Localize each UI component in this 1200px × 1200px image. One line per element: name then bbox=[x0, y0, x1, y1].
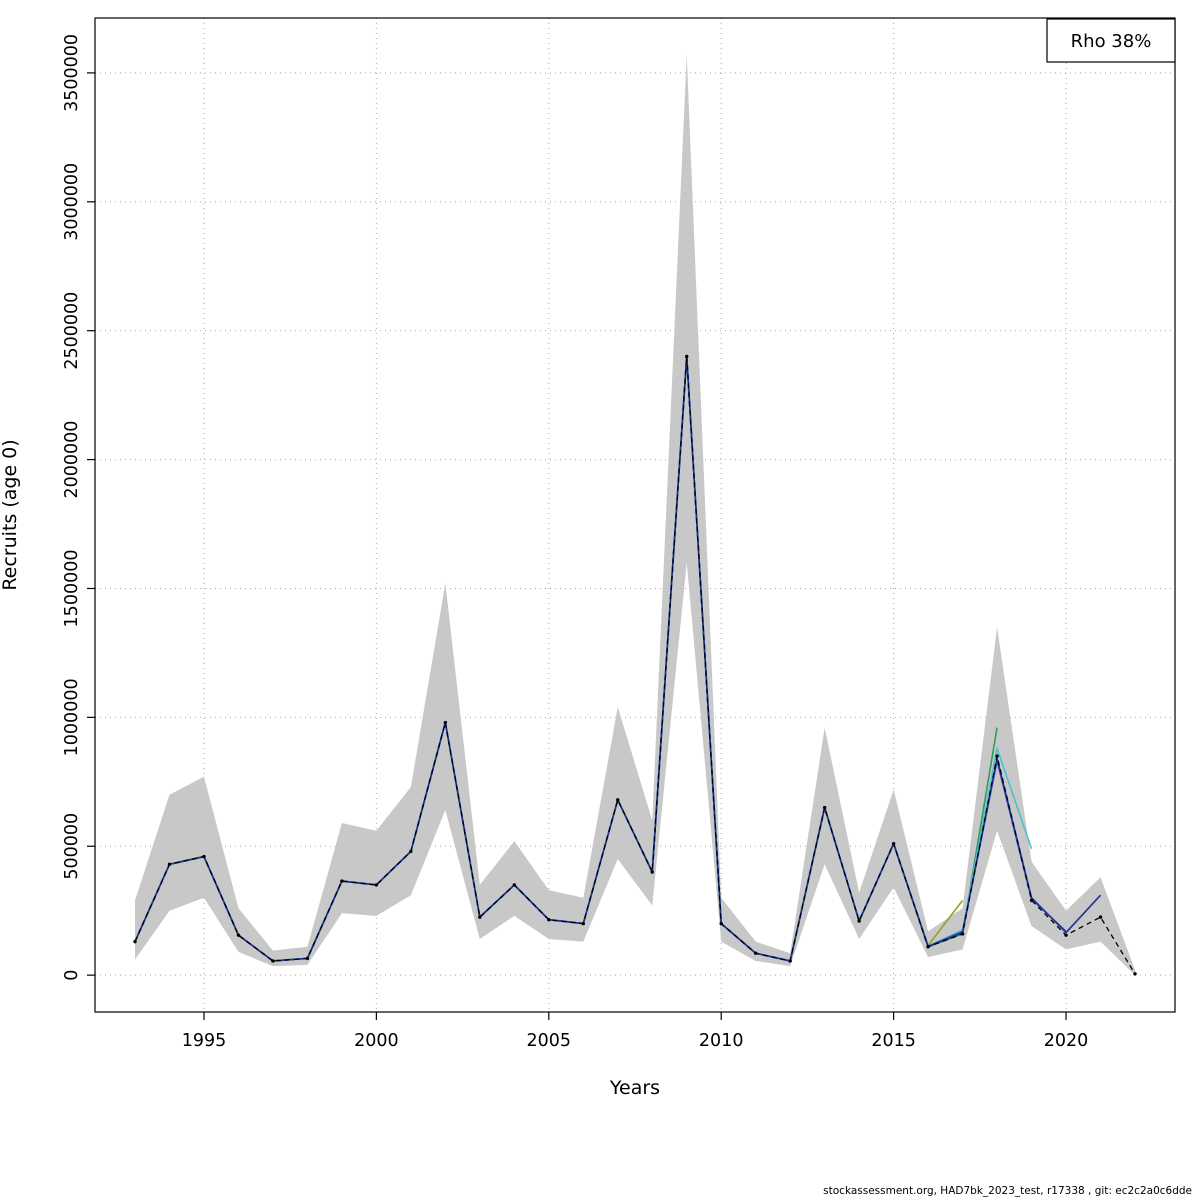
series-point bbox=[340, 879, 344, 883]
y-tick-label: 500000 bbox=[62, 813, 82, 880]
y-tick-label: 2500000 bbox=[62, 292, 82, 370]
series-point bbox=[891, 841, 896, 846]
series-point bbox=[167, 862, 172, 866]
series-point bbox=[719, 921, 723, 926]
y-tick-label: 1500000 bbox=[62, 549, 82, 627]
series-point bbox=[960, 932, 965, 936]
confidence-band bbox=[135, 54, 1135, 976]
series-point bbox=[857, 919, 861, 923]
plot-border bbox=[94, 17, 1176, 1013]
series-point bbox=[822, 805, 827, 810]
series-retro-2021 bbox=[134, 355, 1102, 962]
series-point bbox=[1133, 972, 1137, 976]
series-point bbox=[374, 883, 379, 887]
y-tick-label: 3500000 bbox=[62, 34, 82, 112]
y-tick-label: 2000000 bbox=[62, 421, 82, 499]
y-tick-label: 0 bbox=[62, 970, 82, 981]
series-point bbox=[616, 798, 620, 802]
series-point bbox=[305, 956, 310, 961]
x-tick-label: 2020 bbox=[1044, 1031, 1089, 1051]
series-point bbox=[1029, 898, 1034, 903]
series-point bbox=[685, 354, 689, 359]
series-point bbox=[409, 849, 413, 854]
y-tick-label: 1000000 bbox=[62, 678, 82, 756]
series-point bbox=[512, 883, 517, 887]
series-point bbox=[271, 959, 275, 963]
series-point bbox=[926, 945, 930, 949]
series-base-run bbox=[134, 355, 1136, 975]
series-point bbox=[202, 854, 206, 859]
series-point bbox=[995, 754, 999, 758]
footer-note: stockassessment.org, HAD7bk_2023_test, r… bbox=[823, 1185, 1192, 1197]
x-tick-label: 1995 bbox=[182, 1031, 227, 1051]
series-point bbox=[547, 918, 551, 922]
series-point bbox=[650, 870, 654, 874]
legend: Rho 38% bbox=[1046, 18, 1176, 63]
series-point bbox=[788, 959, 792, 963]
series-point bbox=[581, 921, 585, 926]
legend-label: Rho 38% bbox=[1071, 31, 1152, 52]
x-tick-label: 2000 bbox=[354, 1031, 399, 1051]
series-point bbox=[1098, 915, 1103, 919]
x-tick-label: 2010 bbox=[699, 1031, 744, 1051]
y-axis-title: Recruits (age 0) bbox=[0, 439, 21, 590]
series-point bbox=[133, 939, 137, 944]
y-tick-label: 3000000 bbox=[62, 163, 82, 241]
series-point bbox=[236, 933, 241, 937]
series-point bbox=[443, 720, 448, 725]
x-axis-title: Years bbox=[609, 1077, 660, 1099]
series-point bbox=[1064, 933, 1068, 937]
legend-box bbox=[1046, 18, 1176, 63]
x-tick-label: 2005 bbox=[527, 1031, 572, 1051]
x-tick-label: 2015 bbox=[871, 1031, 916, 1051]
series-point bbox=[753, 951, 758, 955]
chart-dynamic-layer: 1995 2000 2005 2010 2015 2020 0 500000 1000000 15… bbox=[62, 18, 1175, 1051]
series-point bbox=[478, 915, 482, 919]
